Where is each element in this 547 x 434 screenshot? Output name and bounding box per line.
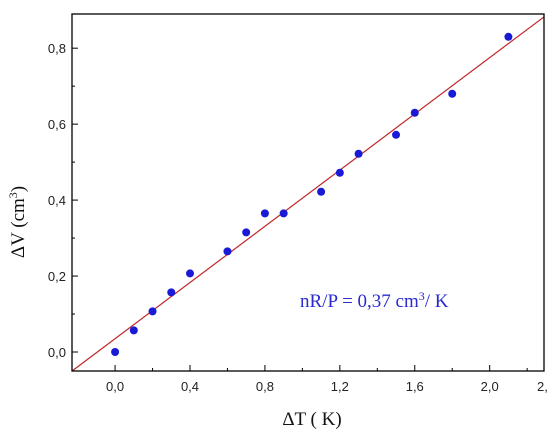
y-tick-label: 0,2: [48, 269, 66, 284]
data-point: [167, 288, 176, 297]
data-point: [186, 269, 194, 278]
data-point: [111, 348, 120, 357]
data-point: [448, 89, 457, 98]
x-tick-label: 2,0: [481, 379, 499, 394]
data-point: [279, 209, 288, 218]
x-tick-label: 0,4: [181, 379, 199, 394]
fit-annotation-sup: 3: [419, 289, 425, 303]
y-axis-label: ΔV (cm3): [6, 186, 29, 258]
y-tick-label: 0,4: [48, 193, 66, 208]
data-point: [317, 187, 326, 196]
data-point: [410, 108, 419, 117]
data-point: [392, 130, 401, 139]
data-point: [242, 228, 251, 237]
y-axis-label-close: ): [8, 186, 29, 192]
data-point: [335, 168, 344, 177]
fit-annotation-unit: / K: [425, 291, 449, 312]
y-tick-label: 0,0: [48, 345, 66, 360]
y-axis-label-main: ΔV (cm: [8, 198, 29, 258]
x-tick-label: 1,2: [331, 379, 349, 394]
x-axis-label: ΔT ( K): [282, 409, 341, 430]
plot-frame: [71, 13, 545, 372]
y-tick-label: 0,8: [48, 41, 66, 56]
x-tick-label: 2,: [537, 379, 547, 394]
data-point: [148, 307, 157, 316]
fit-annotation: nR/P = 0,37 cm3/ K: [300, 289, 449, 312]
data-point: [504, 32, 513, 41]
x-tick-label: 0,0: [106, 379, 124, 394]
data-point: [354, 149, 363, 158]
data-point: [129, 326, 138, 335]
x-tick-label: 1,6: [406, 379, 424, 394]
data-point: [223, 247, 232, 256]
x-tick-label: 0,8: [256, 379, 274, 394]
data-point: [260, 209, 269, 218]
y-tick-label: 0,6: [48, 117, 66, 132]
y-axis-label-sup: 3: [6, 192, 20, 198]
fit-annotation-text: nR/P = 0,37 cm: [300, 291, 419, 312]
fit-line: [71, 16, 545, 372]
